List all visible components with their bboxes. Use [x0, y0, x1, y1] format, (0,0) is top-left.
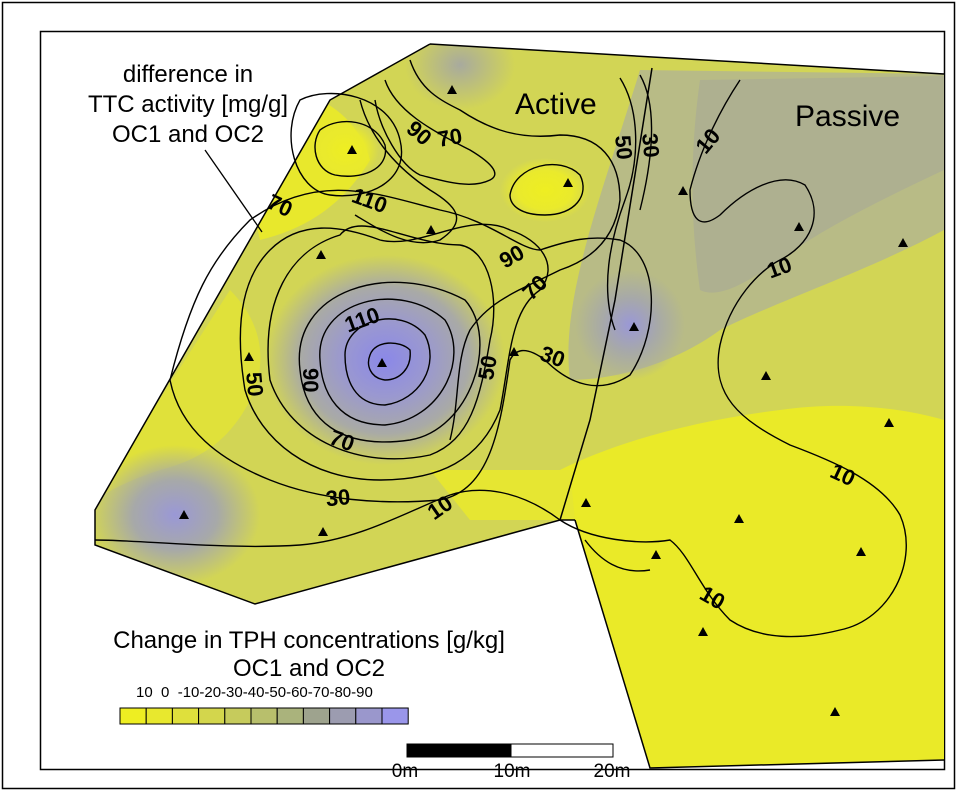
- sample-point-marker: [629, 322, 639, 331]
- legend-color-ramp: [119, 707, 409, 725]
- sample-point-marker: [244, 352, 254, 361]
- legend-swatch: [224, 707, 252, 725]
- sample-point-marker: [794, 222, 804, 231]
- contour-label: 30: [325, 484, 352, 511]
- sample-point-marker: [678, 186, 688, 195]
- annotation-line-3: OC1 and OC2: [112, 121, 264, 148]
- scale-bar-black: [406, 743, 512, 758]
- legend-swatch: [250, 707, 278, 725]
- annotation-line-1: difference in: [123, 61, 253, 88]
- sample-point-marker: [318, 527, 328, 536]
- annotation: difference in TTC activity [mg/g] OC1 an…: [88, 61, 288, 148]
- sample-point-marker: [377, 358, 387, 367]
- legend-subtitle: OC1 and OC2: [233, 655, 385, 682]
- scale-label-0: 0m: [392, 761, 418, 782]
- legend-swatch: [302, 707, 331, 725]
- legend-swatch: [329, 707, 357, 725]
- contour-lines: [94, 59, 907, 638]
- site-boundary-lower: [574, 519, 945, 769]
- sample-point-marker: [830, 707, 840, 716]
- sample-point-marker: [426, 225, 436, 234]
- sample-point-marker: [898, 238, 908, 247]
- contour-label: 70: [436, 123, 464, 152]
- legend-swatch: [171, 707, 200, 725]
- contour-label: 30: [637, 132, 664, 159]
- sample-point-marker: [581, 498, 591, 507]
- contour-label: 50: [241, 371, 268, 398]
- sample-point-marker: [179, 510, 189, 519]
- legend-swatch: [276, 707, 304, 725]
- sample-points: [179, 85, 908, 716]
- annotation-line-2: TTC activity [mg/g]: [88, 91, 288, 118]
- sample-point-marker: [734, 514, 744, 523]
- sample-point-marker: [651, 550, 661, 559]
- sample-point-marker: [698, 627, 708, 636]
- sample-point-marker: [884, 418, 894, 427]
- legend-swatch: [355, 707, 383, 725]
- legend-swatch: [119, 707, 147, 725]
- sample-point-marker: [509, 347, 519, 356]
- legend-swatch: [381, 707, 409, 725]
- scale-bar-white: [510, 743, 614, 758]
- active-passive-divider: [559, 67, 653, 521]
- contour-label: 50: [610, 134, 637, 161]
- legend-swatch: [145, 707, 173, 725]
- sample-point-marker: [447, 85, 457, 94]
- scale-label-20: 20m: [594, 761, 631, 782]
- sample-point-marker: [856, 547, 866, 556]
- passive-area-label: Passive: [795, 100, 900, 133]
- contour-label: 90: [298, 368, 323, 392]
- inner-frame: [39, 30, 946, 771]
- contour-label: 50: [473, 353, 502, 381]
- legend-title: Change in TPH concentrations [g/kg]: [113, 627, 505, 654]
- scale-bar: 0m 10m 20m: [392, 743, 631, 782]
- legend-swatch: [198, 707, 226, 725]
- legend: Change in TPH concentrations [g/kg] OC1 …: [113, 627, 505, 725]
- sample-point-marker: [563, 178, 573, 187]
- active-area-label: Active: [515, 88, 597, 121]
- sample-point-marker: [761, 371, 771, 380]
- scale-label-10: 10m: [494, 761, 531, 782]
- legend-tick-labels: 10 0 -10-20-30-40-50-60-70-80-90: [136, 684, 373, 701]
- sample-point-marker: [347, 145, 357, 154]
- annotation-leader: [204, 149, 263, 233]
- sample-point-marker: [316, 250, 326, 259]
